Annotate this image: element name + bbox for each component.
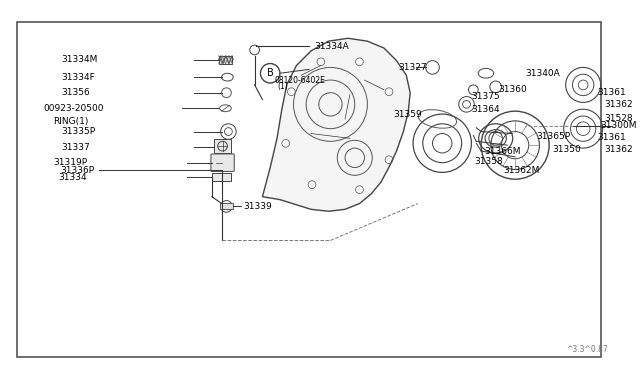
Text: ^3.3^0.87: ^3.3^0.87 xyxy=(566,345,607,354)
Text: 31366M: 31366M xyxy=(484,147,520,155)
Text: 31362: 31362 xyxy=(605,145,633,154)
Text: 31334: 31334 xyxy=(58,173,87,182)
Text: 31361: 31361 xyxy=(598,133,627,142)
Text: 31340A: 31340A xyxy=(525,69,559,78)
Text: 31337: 31337 xyxy=(61,142,90,152)
Text: 31362: 31362 xyxy=(605,100,633,109)
Text: 31365P: 31365P xyxy=(536,132,571,141)
Text: 31375: 31375 xyxy=(472,92,500,101)
Text: 31361: 31361 xyxy=(598,88,627,97)
Bar xyxy=(220,202,233,209)
Text: 31300M: 31300M xyxy=(601,121,637,130)
Text: 31339: 31339 xyxy=(243,202,272,211)
Text: 31336P: 31336P xyxy=(60,166,94,175)
FancyBboxPatch shape xyxy=(17,22,601,357)
Polygon shape xyxy=(262,38,410,211)
Text: 31335P: 31335P xyxy=(61,127,95,136)
Text: 00923-20500: 00923-20500 xyxy=(44,104,104,113)
Circle shape xyxy=(260,64,280,83)
Text: (1): (1) xyxy=(277,82,288,92)
Text: 31356: 31356 xyxy=(61,88,90,97)
Text: 08120-6402E: 08120-6402E xyxy=(274,76,325,84)
Bar xyxy=(212,173,231,181)
Bar xyxy=(214,140,231,153)
Text: 31334F: 31334F xyxy=(61,73,95,81)
Text: RING(1): RING(1) xyxy=(54,117,89,126)
Text: 31334M: 31334M xyxy=(61,55,98,64)
Text: B: B xyxy=(267,68,273,78)
Text: 31528: 31528 xyxy=(605,115,633,124)
Bar xyxy=(219,56,232,64)
FancyBboxPatch shape xyxy=(211,154,234,171)
Text: 31362M: 31362M xyxy=(504,166,540,175)
Text: 31327: 31327 xyxy=(399,63,427,72)
Text: 31364: 31364 xyxy=(472,105,500,114)
Text: 31334A: 31334A xyxy=(314,42,349,51)
Text: 31359: 31359 xyxy=(394,110,422,119)
Text: 31358: 31358 xyxy=(474,157,503,166)
Text: 31360: 31360 xyxy=(499,85,527,94)
Text: 31319P: 31319P xyxy=(54,158,88,167)
Text: 31350: 31350 xyxy=(552,145,581,154)
